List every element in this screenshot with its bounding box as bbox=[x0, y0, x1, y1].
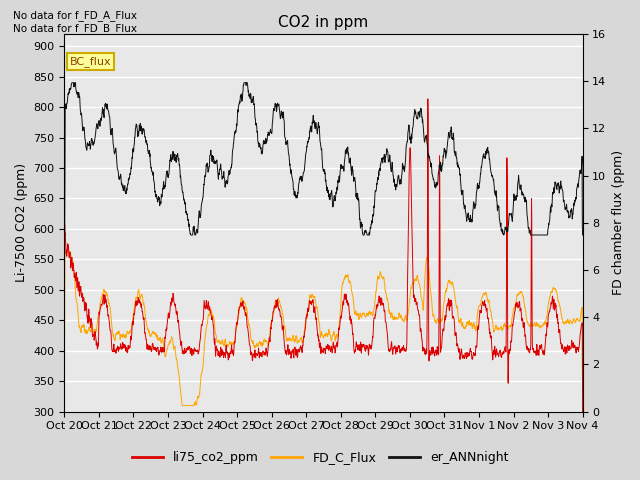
Y-axis label: Li-7500 CO2 (ppm): Li-7500 CO2 (ppm) bbox=[15, 163, 28, 282]
Text: No data for f_FD_B_Flux: No data for f_FD_B_Flux bbox=[13, 23, 137, 34]
Text: BC_flux: BC_flux bbox=[70, 56, 111, 67]
Text: No data for f_FD_A_Flux: No data for f_FD_A_Flux bbox=[13, 11, 137, 22]
Y-axis label: FD chamber flux (ppm): FD chamber flux (ppm) bbox=[612, 150, 625, 295]
Title: CO2 in ppm: CO2 in ppm bbox=[278, 15, 369, 30]
Legend: li75_co2_ppm, FD_C_Flux, er_ANNnight: li75_co2_ppm, FD_C_Flux, er_ANNnight bbox=[127, 446, 513, 469]
